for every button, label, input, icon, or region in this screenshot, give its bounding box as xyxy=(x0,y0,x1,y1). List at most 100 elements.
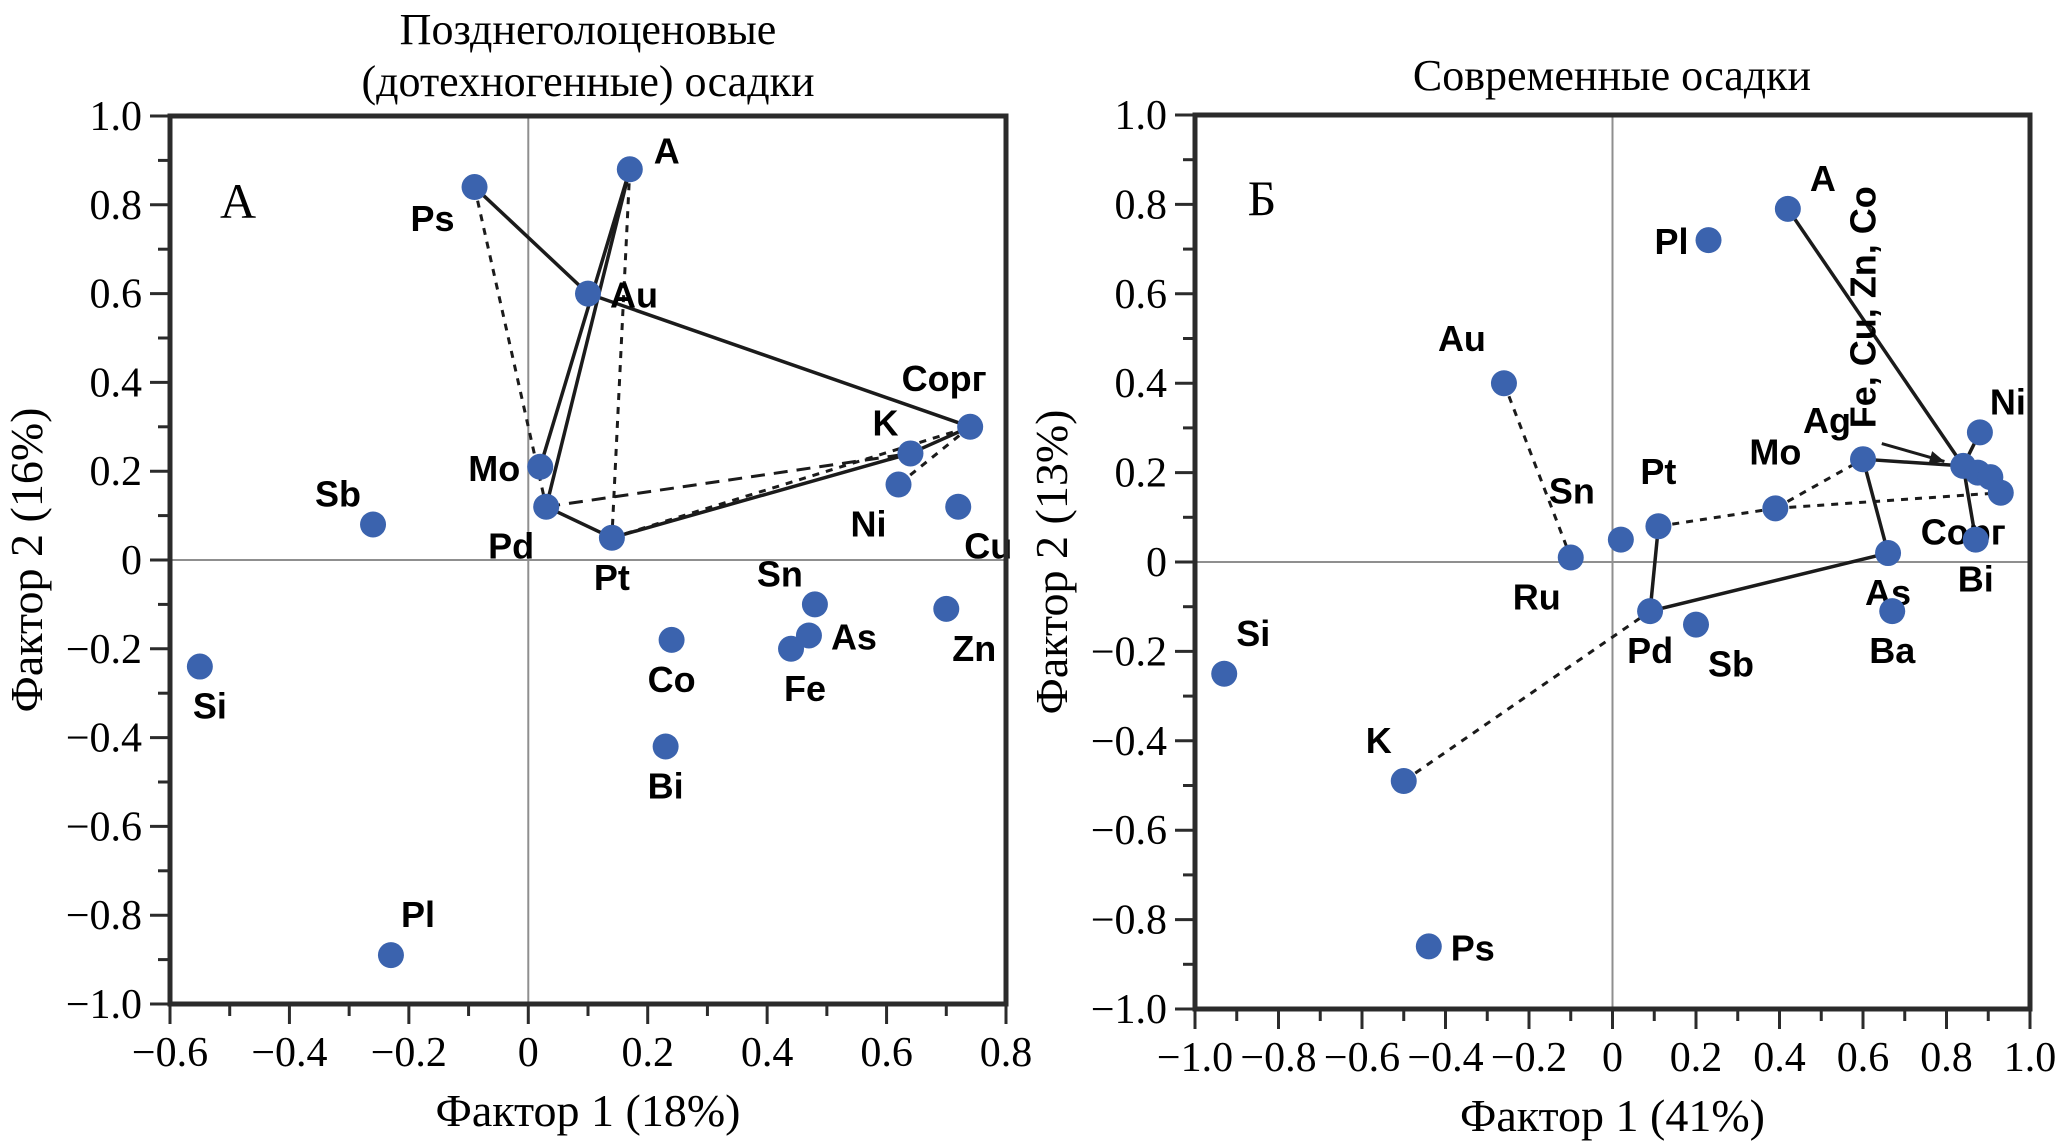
point-label-As: As xyxy=(831,616,877,657)
x-tick-label: −0.2 xyxy=(1491,1035,1567,1081)
point-label-Corg: Сорг xyxy=(902,358,987,399)
x-tick-label: 0.6 xyxy=(860,1030,913,1076)
plot-box xyxy=(167,113,1009,1007)
x-tick-label: 0.6 xyxy=(1837,1035,1890,1081)
edge-Mo-Ag xyxy=(1774,457,1864,510)
data-point-Au xyxy=(1490,370,1517,397)
x-tick-label: −0.4 xyxy=(1407,1035,1483,1081)
data-point-Mo xyxy=(1762,495,1789,522)
point-label-Si: Si xyxy=(193,686,227,727)
data-point-Pl xyxy=(377,942,404,969)
edge-A-c1 xyxy=(1786,207,1965,467)
data-point-Sb xyxy=(1683,611,1709,638)
y-tick-label: 0.2 xyxy=(90,449,143,495)
edge-A-Mo xyxy=(538,168,632,468)
edge-Au-Corg xyxy=(587,291,971,429)
point-label-Sb: Sb xyxy=(1708,644,1754,685)
data-point-Mo xyxy=(527,453,554,480)
y-tick-label: 0 xyxy=(121,538,142,584)
point-label-A: A xyxy=(1810,158,1836,199)
edge-Pt-K xyxy=(611,451,911,540)
point-label-Ba: Ba xyxy=(1869,630,1916,671)
x-tick-label: −0.6 xyxy=(132,1030,208,1076)
data-point-Corg xyxy=(957,413,984,440)
y-tick-label: 0 xyxy=(1146,540,1167,586)
point-label-Bi: Bi xyxy=(1958,559,1994,600)
data-point-Bi xyxy=(1962,526,1989,553)
x-tick-label: 0.2 xyxy=(621,1030,674,1076)
point-label-K: K xyxy=(1366,720,1392,761)
data-point-A xyxy=(1774,195,1801,222)
point-label-Ps: Ps xyxy=(410,198,454,239)
point-label-Ni: Ni xyxy=(1990,381,2026,422)
y-tick-label: 0.2 xyxy=(1115,451,1168,497)
data-point-Bi xyxy=(652,733,679,760)
y-tick-label: 1.0 xyxy=(1115,93,1168,139)
y-tick-label: −0.6 xyxy=(1091,808,1167,854)
data-point-Au xyxy=(575,280,601,307)
data-point-Ps xyxy=(1415,933,1442,960)
point-label-Pl: Pl xyxy=(1655,221,1689,262)
y-tick-label: 0.8 xyxy=(90,183,143,229)
y-tick-label: 0.4 xyxy=(90,360,143,406)
edge-A-Pt xyxy=(610,169,632,538)
data-point-Ba xyxy=(1879,598,1906,625)
point-label-K: K xyxy=(872,402,898,443)
panel-letter: Б xyxy=(1248,170,1277,226)
data-point-Si xyxy=(1211,660,1238,687)
data-point-Pl xyxy=(1695,227,1722,254)
x-tick-label: −1.0 xyxy=(1157,1035,1233,1081)
data-point-Fe xyxy=(778,635,805,662)
x-tick-label: −0.6 xyxy=(1324,1035,1400,1081)
edge-Pd-K xyxy=(545,451,911,509)
data-point-Pd xyxy=(533,493,560,520)
y-tick-label: −1.0 xyxy=(66,982,142,1028)
panel-letter: А xyxy=(220,173,256,229)
point-label-Ru: Ru xyxy=(1513,577,1561,618)
x-tick-label: 1.0 xyxy=(2004,1035,2057,1081)
cluster-annotation: Fe, Cu, Zn, Co xyxy=(1843,186,1884,428)
x-tick-label: 0.4 xyxy=(741,1030,794,1076)
edge-Corg-Ni xyxy=(897,425,972,486)
plot-title: (дотехногенные) осадки xyxy=(361,57,814,106)
point-label-Sn: Sn xyxy=(757,553,803,594)
x-axis-label: Фактор 1 (41%) xyxy=(1460,1090,1765,1141)
y-tick-label: 1.0 xyxy=(90,94,143,140)
point-label-Co: Co xyxy=(648,659,696,700)
point-label-Pt: Pt xyxy=(1640,451,1676,492)
y-tick-label: −0.8 xyxy=(66,893,142,939)
data-point-Sn xyxy=(1607,526,1634,553)
x-tick-label: 0 xyxy=(1602,1035,1623,1081)
y-tick-label: 0.4 xyxy=(1115,361,1168,407)
data-point-Pd xyxy=(1637,598,1664,625)
point-label-A: A xyxy=(654,130,680,171)
point-label-Ag: Ag xyxy=(1803,400,1851,441)
data-point-Pt xyxy=(598,524,625,551)
y-tick-label: −0.8 xyxy=(1091,898,1167,944)
x-tick-label: 0.8 xyxy=(980,1030,1033,1076)
x-tick-label: 0.4 xyxy=(1753,1035,1806,1081)
data-point-Ni xyxy=(885,471,912,498)
data-point-Zn xyxy=(933,595,960,622)
y-tick-label: 0.8 xyxy=(1115,182,1168,228)
x-tick-label: −0.8 xyxy=(1240,1035,1316,1081)
annotation-arrowhead-icon xyxy=(1928,451,1945,464)
point-label-Sn: Sn xyxy=(1549,471,1595,512)
y-tick-label: −0.2 xyxy=(1091,629,1167,675)
data-point-Pt xyxy=(1645,513,1672,540)
data-point-Co xyxy=(658,626,685,653)
point-label-Au: Au xyxy=(610,275,658,316)
point-label-Corg: Сорг xyxy=(1921,512,2006,553)
point-label-Au: Au xyxy=(1438,318,1486,359)
y-tick-label: −1.0 xyxy=(1091,987,1167,1033)
data-point-K xyxy=(897,440,924,467)
point-label-Zn: Zn xyxy=(952,628,996,669)
data-point-Ni xyxy=(1966,419,1993,446)
data-point-Sn xyxy=(801,591,828,618)
data-point-Cu xyxy=(945,493,972,520)
data-point-Ps xyxy=(461,174,488,201)
data-point-As xyxy=(795,622,822,649)
point-label-Sb: Sb xyxy=(315,473,361,514)
point-label-Ni: Ni xyxy=(851,504,887,545)
